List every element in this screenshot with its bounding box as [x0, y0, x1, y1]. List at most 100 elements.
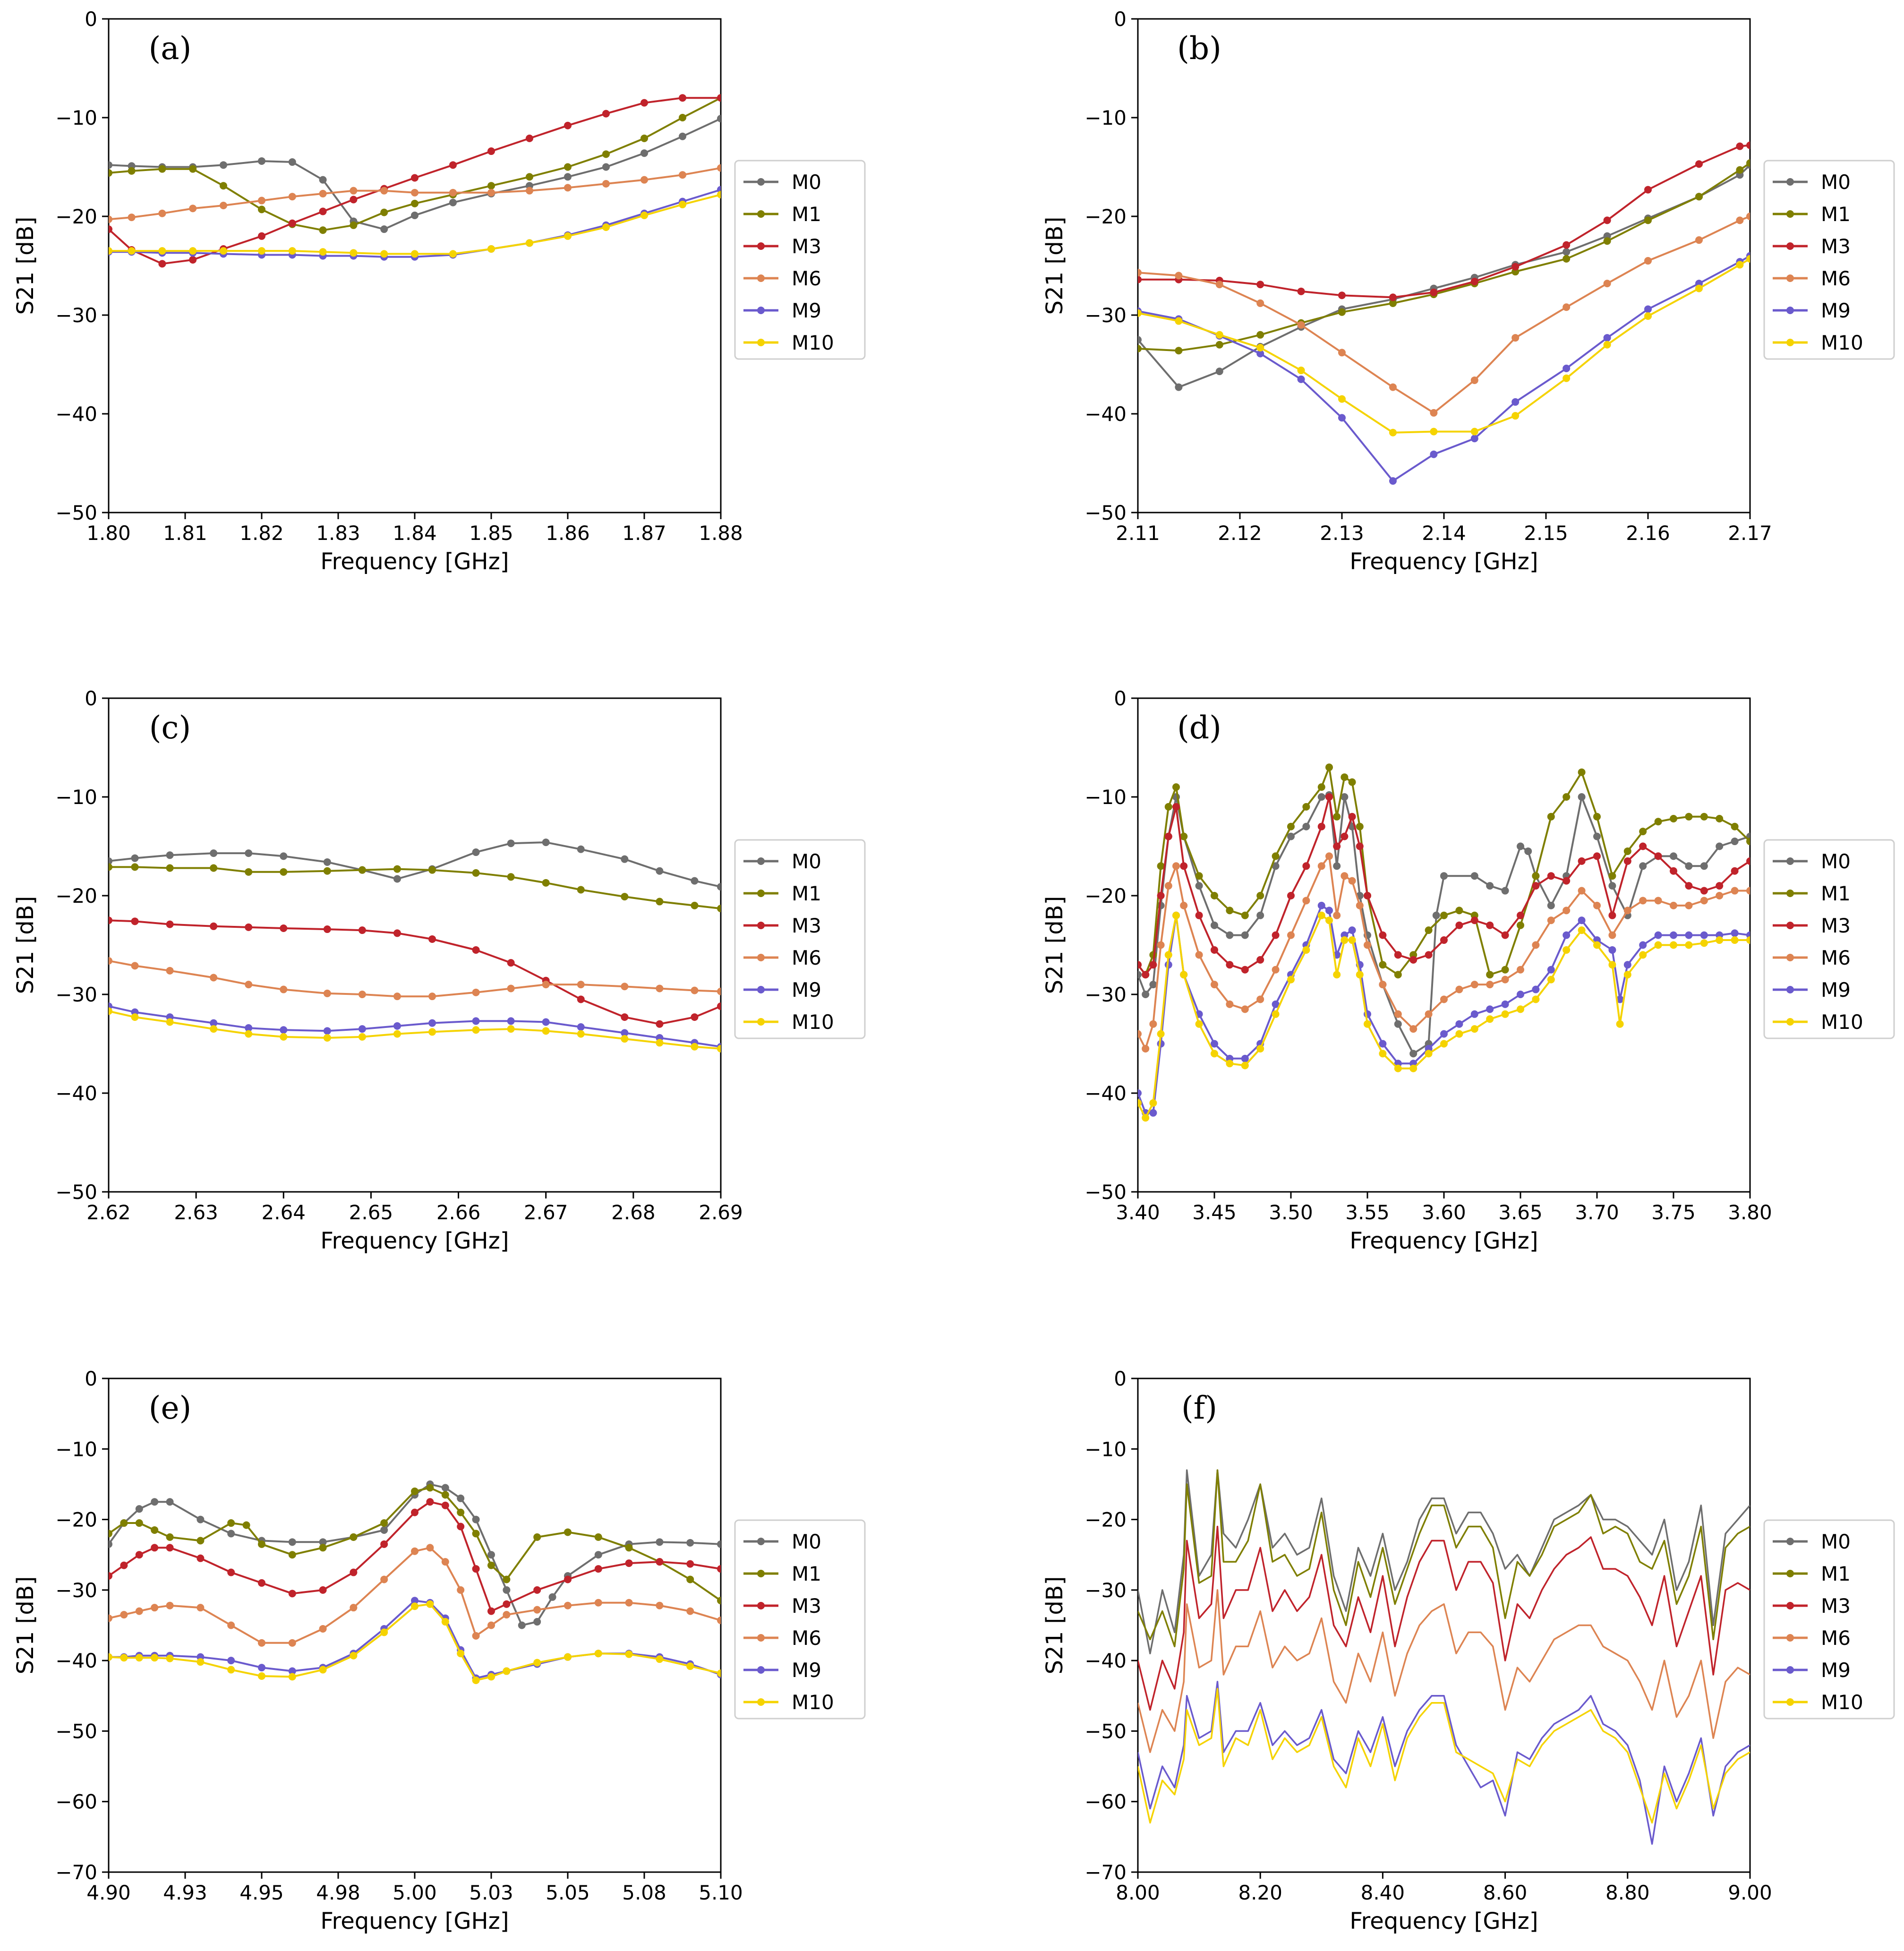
data-point-m0	[245, 849, 253, 857]
data-point-m1	[1746, 838, 1750, 846]
data-point-m6	[621, 983, 629, 991]
data-point-m3	[1333, 842, 1341, 850]
data-point-m9	[1256, 350, 1264, 358]
data-point-m3	[691, 1013, 699, 1021]
data-point-m10	[1175, 317, 1183, 325]
data-point-m1	[1654, 818, 1662, 826]
data-point-m10	[1425, 1050, 1433, 1058]
data-point-m1	[577, 886, 585, 894]
data-point-m10	[380, 1628, 388, 1636]
legend-label: M6	[792, 267, 821, 290]
data-point-m9	[358, 1025, 366, 1033]
data-point-m3	[1654, 852, 1662, 860]
x-tick-label: 2.11	[1116, 522, 1160, 545]
data-point-m6	[1149, 1020, 1157, 1028]
data-point-m1	[717, 905, 721, 913]
data-point-m10	[1215, 331, 1223, 339]
data-point-m6	[1338, 349, 1346, 357]
y-tick-label: 0	[1114, 687, 1127, 710]
data-point-m1	[131, 863, 139, 871]
data-point-m6	[350, 1604, 358, 1612]
data-point-m10	[1746, 255, 1750, 263]
data-point-m10	[564, 1653, 572, 1661]
data-point-m6	[380, 1575, 388, 1583]
data-point-m1	[210, 864, 218, 872]
x-tick-label: 3.50	[1269, 1201, 1313, 1224]
data-point-m0	[472, 1515, 480, 1523]
data-point-m10	[227, 1666, 235, 1674]
data-point-m3	[196, 1554, 205, 1562]
data-point-m0	[1608, 882, 1616, 890]
legend-label: M10	[1821, 331, 1863, 354]
data-point-m3	[227, 1568, 235, 1576]
legend-marker	[757, 1666, 765, 1674]
data-point-m0	[319, 176, 327, 184]
data-point-m3	[1138, 275, 1142, 283]
data-point-m1	[323, 867, 331, 875]
data-point-m6	[1731, 887, 1739, 895]
data-point-m10	[166, 1018, 174, 1026]
legend-marker	[1786, 1698, 1794, 1706]
panel-label: (c)	[149, 710, 191, 746]
chart-f: 8.00 8.20 8.40 8.60 8.80 9.00 0 −10 −20 −30 −40 −50…	[1042, 1367, 1895, 1934]
data-point-m9	[507, 1017, 515, 1025]
data-point-m3	[1608, 911, 1616, 919]
data-point-m1	[1562, 793, 1571, 801]
data-point-m0	[656, 867, 664, 875]
data-point-m10	[288, 247, 296, 255]
data-point-m3	[487, 1607, 495, 1615]
data-point-m6	[1511, 334, 1520, 342]
data-point-m9	[1578, 916, 1586, 924]
series-line-m0	[109, 841, 721, 888]
data-point-m3	[1297, 287, 1305, 295]
data-point-m6	[1608, 931, 1616, 939]
data-point-m10	[109, 247, 112, 255]
data-point-m0	[1700, 862, 1708, 870]
data-point-m9	[1389, 477, 1397, 485]
data-point-m6	[542, 981, 550, 989]
data-point-m3	[1685, 882, 1693, 890]
data-point-m0	[220, 161, 227, 169]
y-tick-label: −30	[1084, 304, 1127, 327]
data-point-m0	[1195, 882, 1203, 890]
data-point-m6	[1256, 995, 1264, 1003]
data-point-m3	[1256, 956, 1264, 964]
data-point-m1	[1333, 813, 1341, 821]
series-line-m0	[1138, 794, 1750, 1055]
x-tick-label: 3.40	[1116, 1201, 1160, 1224]
data-point-m10	[220, 247, 227, 255]
data-point-m6	[1486, 981, 1494, 989]
x-tick-label: 2.69	[699, 1201, 743, 1224]
data-point-m10	[1149, 1099, 1157, 1107]
data-point-m6	[1695, 236, 1703, 244]
data-point-m3	[288, 1590, 296, 1598]
data-point-m0	[1175, 383, 1183, 391]
data-point-m3	[1142, 971, 1150, 979]
data-point-m6	[1470, 981, 1478, 989]
x-tick-label: 2.64	[262, 1201, 306, 1224]
data-point-m6	[158, 209, 166, 217]
series-line-m6	[109, 959, 721, 998]
data-point-m3	[1562, 241, 1571, 249]
data-point-m3	[158, 260, 166, 268]
data-point-m6	[411, 1547, 418, 1555]
data-point-m1	[1138, 345, 1142, 353]
data-point-m10	[1562, 946, 1571, 954]
data-point-m3	[1172, 803, 1180, 811]
data-point-m10	[358, 1033, 366, 1041]
data-point-m10	[526, 239, 533, 247]
data-point-m6	[1325, 852, 1333, 860]
series-layer	[109, 94, 721, 268]
data-point-m1	[542, 879, 550, 887]
data-point-m10	[151, 1654, 159, 1662]
data-point-m6	[1517, 966, 1524, 974]
data-point-m10	[1317, 911, 1325, 919]
data-point-m9	[428, 1019, 436, 1027]
data-point-m0	[288, 1538, 296, 1546]
legend-marker	[757, 274, 765, 282]
data-point-m3	[166, 1544, 174, 1552]
data-point-m10	[393, 1030, 401, 1038]
data-point-m3	[1241, 966, 1249, 974]
x-tick-label: 2.66	[436, 1201, 481, 1224]
x-tick-label: 3.45	[1192, 1201, 1237, 1224]
